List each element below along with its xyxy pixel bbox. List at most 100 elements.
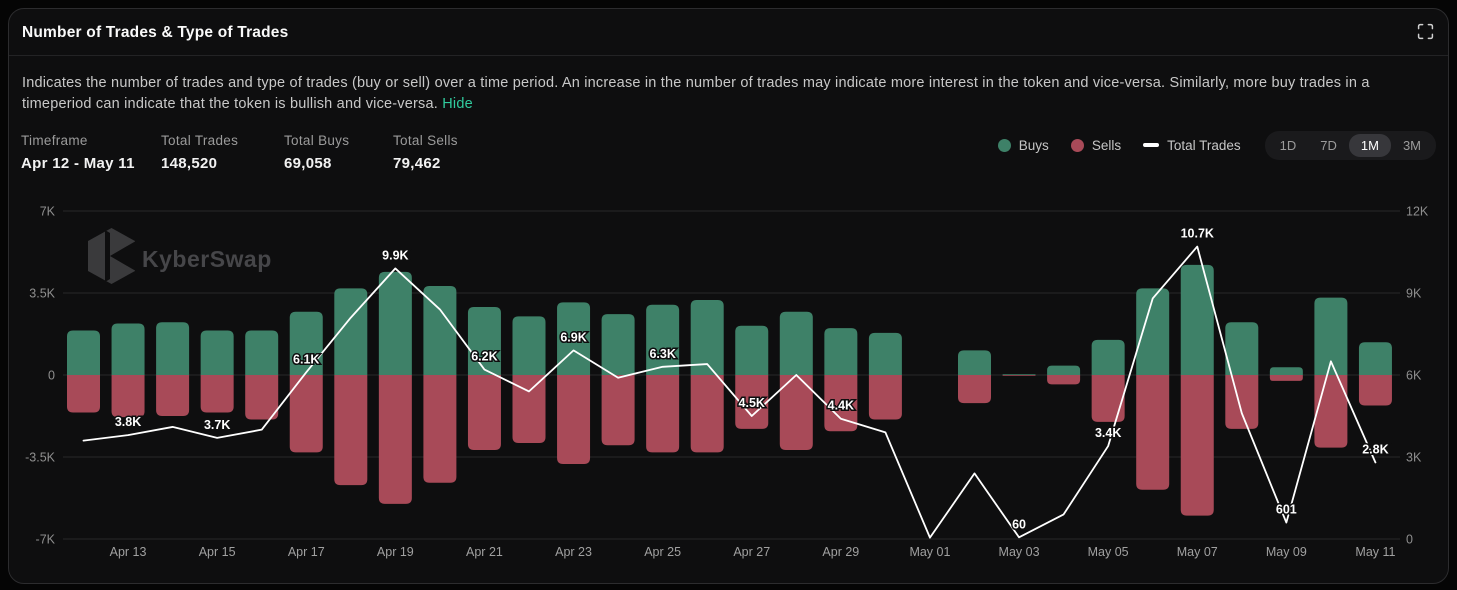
- svg-text:0: 0: [48, 369, 55, 383]
- sells-bar: [1003, 375, 1036, 376]
- stat-timeframe: Timeframe Apr 12 - May 11: [21, 133, 135, 172]
- svg-text:-3.5K: -3.5K: [25, 451, 56, 465]
- sells-bar: [1181, 375, 1214, 516]
- x-tick-label: Apr 19: [377, 545, 414, 559]
- card-header: Number of Trades & Type of Trades: [9, 9, 1448, 56]
- buys-bar: [468, 307, 501, 375]
- stat-value: Apr 12 - May 11: [21, 155, 135, 172]
- svg-text:12K: 12K: [1406, 205, 1429, 219]
- sells-bar: [1225, 375, 1258, 429]
- sells-bar: [67, 375, 100, 412]
- stat-total-sells: Total Sells 79,462: [393, 133, 458, 172]
- stat-label: Total Sells: [393, 133, 458, 148]
- dashboard-background: Number of Trades & Type of Trades Indica…: [0, 0, 1457, 590]
- buys-bar: [735, 326, 768, 375]
- buys-bar: [513, 316, 546, 375]
- x-tick-label: May 07: [1177, 545, 1218, 559]
- chart-controls: Buys Sells Total Trades 1D 7D 1M 3M: [998, 132, 1436, 158]
- hide-link[interactable]: Hide: [442, 96, 473, 112]
- buys-bar: [1181, 265, 1214, 375]
- stat-value: 79,462: [393, 155, 458, 172]
- x-tick-label: Apr 23: [555, 545, 592, 559]
- svg-text:0: 0: [1406, 533, 1413, 547]
- x-tick-label: Apr 25: [644, 545, 681, 559]
- buys-bar: [602, 314, 635, 375]
- point-label: 3.4K: [1095, 426, 1121, 440]
- line-dash-icon: [1143, 143, 1159, 147]
- sells-bar: [1092, 375, 1125, 422]
- x-tick-label: May 11: [1355, 545, 1395, 559]
- sells-bar: [112, 375, 145, 417]
- x-tick-label: Apr 27: [733, 545, 770, 559]
- buys-bar: [1003, 374, 1036, 375]
- kyberswap-logo-icon: [88, 228, 135, 284]
- legend-label: Buys: [1019, 138, 1049, 153]
- x-tick-label: Apr 29: [822, 545, 859, 559]
- stats-row: Timeframe Apr 12 - May 11 Total Trades 1…: [9, 133, 609, 183]
- buys-bar: [245, 330, 278, 375]
- point-label: 3.8K: [115, 415, 141, 429]
- stat-total-trades: Total Trades 148,520: [161, 133, 238, 172]
- x-tick-label: May 09: [1266, 545, 1307, 559]
- legend-item-total-trades[interactable]: Total Trades: [1143, 138, 1241, 153]
- stat-label: Total Trades: [161, 133, 238, 148]
- buys-bar: [780, 312, 813, 375]
- fullscreen-button[interactable]: [1416, 23, 1434, 41]
- range-button-1m[interactable]: 1M: [1349, 134, 1391, 157]
- point-label: 4.4K: [828, 399, 854, 413]
- buys-bar: [379, 272, 412, 375]
- chart-legend: Buys Sells Total Trades: [998, 138, 1241, 153]
- sells-bar: [958, 375, 991, 403]
- range-button-3m[interactable]: 3M: [1391, 134, 1433, 157]
- svg-text:6K: 6K: [1406, 369, 1422, 383]
- page-title: Number of Trades & Type of Trades: [22, 9, 288, 56]
- x-tick-label: Apr 17: [288, 545, 325, 559]
- svg-text:-7K: -7K: [36, 533, 56, 547]
- svg-text:3K: 3K: [1406, 451, 1422, 465]
- point-label: 3.7K: [204, 418, 230, 432]
- buys-bar: [156, 322, 189, 375]
- buys-bar: [1092, 340, 1125, 375]
- buys-bar: [1359, 342, 1392, 375]
- buys-bar: [646, 305, 679, 375]
- sells-bar: [602, 375, 635, 445]
- sells-bar: [423, 375, 456, 483]
- legend-label: Sells: [1092, 138, 1121, 153]
- timeframe-selector: 1D 7D 1M 3M: [1265, 131, 1436, 160]
- x-tick-label: May 05: [1088, 545, 1129, 559]
- x-tick-label: Apr 21: [466, 545, 503, 559]
- svg-text:7K: 7K: [40, 205, 56, 219]
- svg-text:3.5K: 3.5K: [29, 287, 55, 301]
- legend-item-buys[interactable]: Buys: [998, 138, 1049, 153]
- stat-value: 148,520: [161, 155, 238, 172]
- point-label: 9.9K: [382, 248, 408, 262]
- sells-bar: [468, 375, 501, 450]
- x-tick-label: Apr 13: [110, 545, 147, 559]
- sells-bar: [869, 375, 902, 420]
- point-label: 4.5K: [739, 396, 765, 410]
- point-label: 10.7K: [1181, 227, 1214, 241]
- legend-label: Total Trades: [1167, 138, 1241, 153]
- range-button-7d[interactable]: 7D: [1308, 134, 1349, 157]
- sells-bar: [1359, 375, 1392, 405]
- expand-icon: [1417, 23, 1434, 40]
- buys-bar: [1047, 366, 1080, 375]
- buys-bar: [201, 330, 234, 375]
- stat-value: 69,058: [284, 155, 349, 172]
- buys-bar: [1270, 367, 1303, 375]
- sells-bar: [379, 375, 412, 504]
- sells-bar: [691, 375, 724, 452]
- point-label: 601: [1276, 503, 1297, 517]
- chart-description: Indicates the number of trades and type …: [22, 73, 1438, 114]
- sells-bar: [557, 375, 590, 464]
- stat-label: Total Buys: [284, 133, 349, 148]
- trades-chart[interactable]: 7K3.5K0-3.5K-7K12K9K6K3K0KyberSwap3.8K3.…: [0, 195, 1457, 575]
- range-button-1d[interactable]: 1D: [1268, 134, 1309, 157]
- sells-bar: [1047, 375, 1080, 384]
- sells-bar: [1136, 375, 1169, 490]
- sells-dot-icon: [1071, 139, 1084, 152]
- legend-item-sells[interactable]: Sells: [1071, 138, 1121, 153]
- point-label: 6.3K: [649, 347, 675, 361]
- sells-bar: [156, 375, 189, 416]
- svg-text:KyberSwap: KyberSwap: [142, 246, 272, 272]
